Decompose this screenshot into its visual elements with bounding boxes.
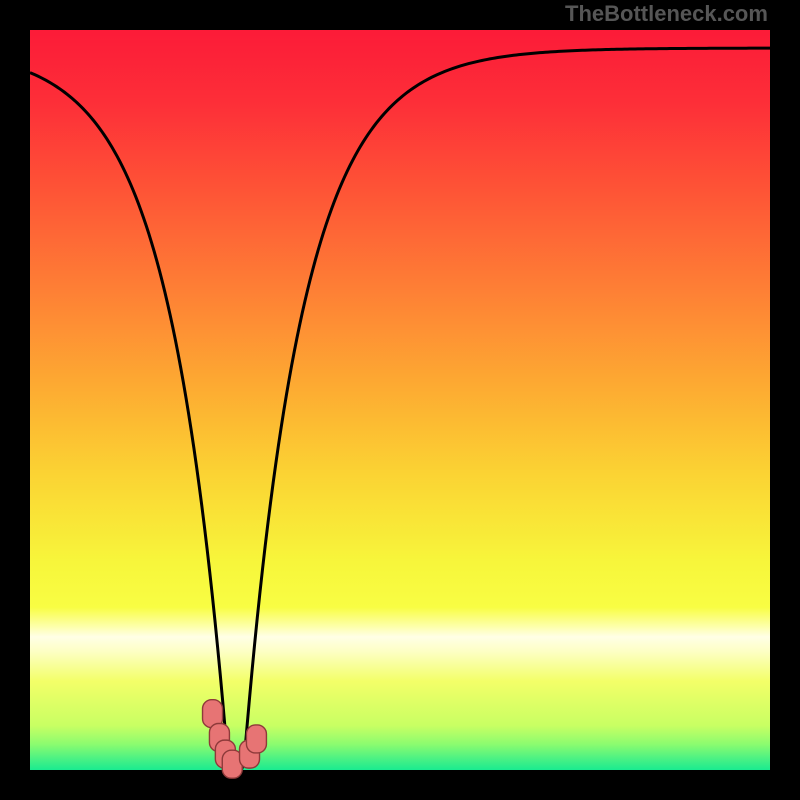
chart-canvas: TheBottleneck.com	[0, 0, 800, 800]
watermark-text: TheBottleneck.com	[565, 1, 768, 27]
data-marker	[246, 725, 266, 753]
bottleneck-curve	[30, 48, 770, 770]
curve-layer	[0, 0, 800, 800]
